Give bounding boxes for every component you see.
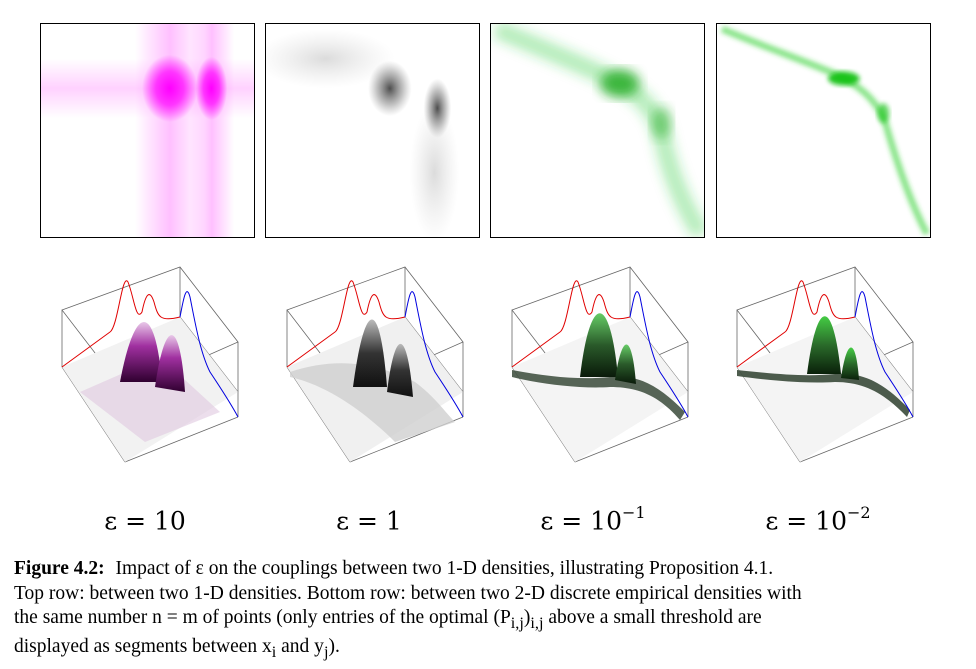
caption-line-2: Top row: between two 1-D densities. Bott… (14, 582, 802, 604)
caption-line-4: displayed as segments between x (14, 636, 272, 658)
target-marginal-curve (179, 291, 239, 418)
surface-plot-eps-0.01 (725, 262, 951, 474)
epsilon-label-3: ε = 10−1 (540, 503, 646, 536)
surface-plot-eps-10 (50, 262, 276, 474)
surface-plot-eps-1 (275, 262, 501, 474)
figure-label: Figure 4.2: (14, 558, 105, 579)
coupling-matrix-eps-1 (265, 23, 480, 238)
caption-line-1: Impact of ε on the couplings between two… (115, 558, 774, 579)
source-marginal-curve (61, 280, 181, 368)
epsilon-label-1: ε = 10 (104, 506, 186, 536)
caption-line-3: the same number n = m of points (only en… (14, 607, 511, 628)
surface-plot-eps-0.1 (500, 262, 726, 474)
coupling-matrix-eps-10 (40, 23, 255, 238)
epsilon-label-2: ε = 1 (336, 506, 402, 536)
coupling-matrix-eps-0.1 (490, 23, 705, 238)
figure-caption: Figure 4.2: Impact of ε on the couplings… (14, 557, 952, 665)
coupling-matrix-eps-0.01 (716, 23, 931, 238)
epsilon-label-4: ε = 10−2 (765, 503, 871, 536)
